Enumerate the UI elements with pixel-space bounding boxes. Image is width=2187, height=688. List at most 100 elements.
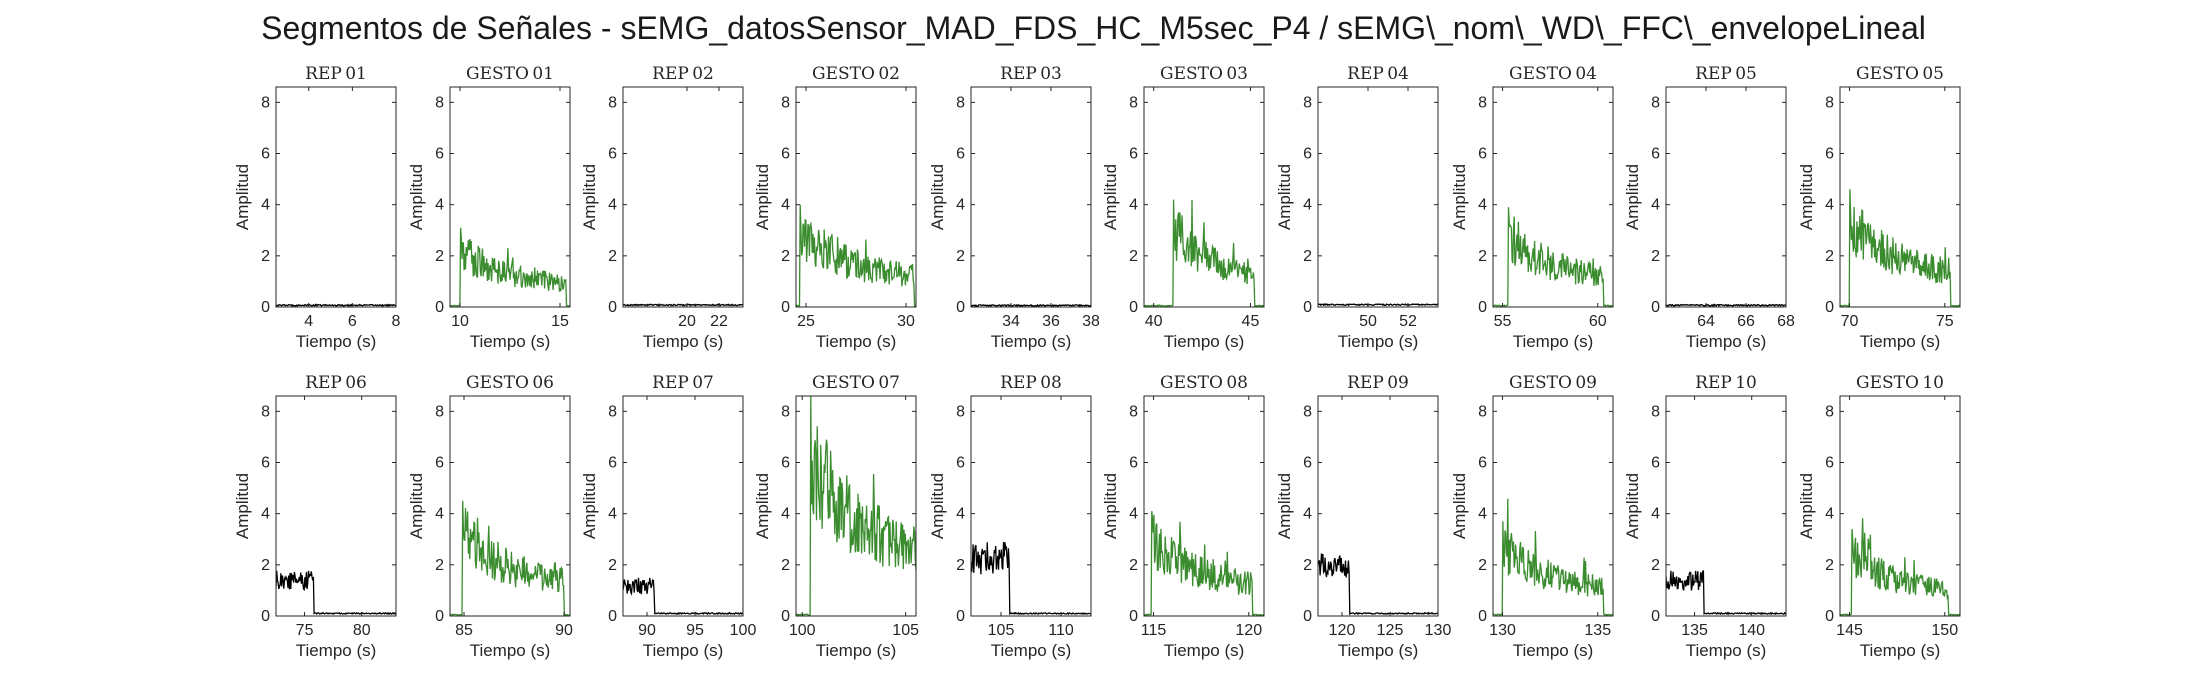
y-tick-label: 2 <box>608 248 617 265</box>
y-tick-label: 2 <box>435 248 444 265</box>
y-axis-label: Amplitud <box>753 164 772 230</box>
y-axis-label: Amplitud <box>1101 473 1120 539</box>
y-tick-label: 8 <box>1129 94 1138 111</box>
y-tick-label: 0 <box>435 608 444 625</box>
y-tick-label: 0 <box>1651 608 1660 625</box>
axes-box <box>1492 395 1614 617</box>
y-axis-label: Amplitud <box>928 164 947 230</box>
y-tick-label: 6 <box>608 455 617 472</box>
series-line <box>1666 570 1786 616</box>
y-tick-label: 0 <box>781 299 790 316</box>
y-axis-label: Amplitud <box>233 473 252 539</box>
subplot-title: REP 02 <box>652 64 714 84</box>
y-tick-label: 6 <box>1129 455 1138 472</box>
axes-box <box>622 395 744 617</box>
y-tick-label: 0 <box>1825 608 1834 625</box>
subplot-title: REP 01 <box>305 64 367 84</box>
y-tick-label: 6 <box>1303 146 1312 163</box>
y-tick-label: 2 <box>1303 557 1312 574</box>
x-tick-label: 45 <box>1242 313 1260 330</box>
subplot-rep-01: 0 2 4 6 8 4 6 8 REP 01 Tiempo (s) Amplitud <box>233 64 401 351</box>
axes-box <box>1317 86 1439 308</box>
y-tick-label: 4 <box>1478 197 1487 214</box>
y-tick-label: 2 <box>261 248 270 265</box>
series-line <box>1144 199 1264 307</box>
y-tick-label: 6 <box>956 455 965 472</box>
y-tick-label: 6 <box>1478 455 1487 472</box>
axes-box <box>1665 86 1787 308</box>
x-tick-label: 100 <box>730 622 757 639</box>
axes-box <box>795 86 917 308</box>
axes-box <box>1839 395 1961 617</box>
y-tick-label: 8 <box>1825 403 1834 420</box>
axes-box <box>795 395 917 617</box>
x-tick-label: 25 <box>797 313 815 330</box>
figure-title: Segmentos de Señales - sEMG_datosSensor_… <box>261 10 1926 46</box>
x-tick-label: 68 <box>1777 313 1795 330</box>
series-line <box>1318 303 1438 307</box>
x-tick-label: 110 <box>1048 622 1074 639</box>
y-tick-label: 0 <box>261 608 270 625</box>
axes-box <box>1839 86 1961 308</box>
y-tick-label: 4 <box>1651 197 1660 214</box>
y-tick-label: 2 <box>1129 248 1138 265</box>
series-line <box>450 227 570 307</box>
y-tick-label: 6 <box>956 146 965 163</box>
series-line <box>1144 511 1264 616</box>
x-tick-label: 120 <box>1329 622 1356 639</box>
x-tick-label: 120 <box>1235 622 1262 639</box>
y-tick-label: 0 <box>608 608 617 625</box>
y-axis-label: Amplitud <box>580 164 599 230</box>
y-tick-label: 6 <box>435 146 444 163</box>
x-axis-label: Tiempo (s) <box>1860 332 1941 351</box>
x-tick-label: 130 <box>1425 622 1452 639</box>
x-tick-label: 135 <box>1681 622 1708 639</box>
y-tick-label: 8 <box>1129 403 1138 420</box>
x-tick-label: 40 <box>1145 313 1163 330</box>
subplot-gesto-02: 0 2 4 6 8 25 30 GESTO 02 Tiempo (s) Amplitud <box>753 64 917 351</box>
x-axis-label: Tiempo (s) <box>470 332 551 351</box>
x-tick-label: 22 <box>710 313 728 330</box>
y-tick-label: 4 <box>261 506 270 523</box>
y-tick-label: 8 <box>1303 403 1312 420</box>
subplot-rep-07: 0 2 4 6 8 90 95 100 REP 07 Tiempo (s) Amplitud <box>580 373 756 660</box>
y-axis-label: Amplitud <box>1797 164 1816 230</box>
axes-box <box>1317 395 1439 617</box>
x-axis-label: Tiempo (s) <box>816 332 897 351</box>
subplot-title: REP 05 <box>1695 64 1757 84</box>
y-tick-label: 8 <box>1651 403 1660 420</box>
y-tick-label: 4 <box>956 197 965 214</box>
y-axis-label: Amplitud <box>1275 164 1294 230</box>
y-tick-label: 6 <box>781 455 790 472</box>
x-tick-label: 52 <box>1399 313 1417 330</box>
x-tick-label: 60 <box>1589 313 1607 330</box>
x-tick-label: 55 <box>1494 313 1512 330</box>
axes-box <box>970 395 1092 617</box>
series-line <box>276 570 396 616</box>
series-line <box>796 204 916 307</box>
axes-box <box>1143 86 1265 308</box>
y-tick-label: 8 <box>1825 94 1834 111</box>
y-tick-label: 4 <box>608 197 617 214</box>
x-tick-label: 70 <box>1841 313 1859 330</box>
x-tick-label: 6 <box>348 313 357 330</box>
y-tick-label: 2 <box>956 248 965 265</box>
x-tick-label: 20 <box>678 313 696 330</box>
y-tick-label: 0 <box>956 299 965 316</box>
subplot-gesto-01: 0 2 4 6 8 10 15 GESTO 01 Tiempo (s) Amplitud <box>407 64 571 351</box>
x-axis-label: Tiempo (s) <box>296 641 377 660</box>
y-tick-label: 6 <box>1825 455 1834 472</box>
axes-box <box>622 86 744 308</box>
subplot-gesto-03: 0 2 4 6 8 40 45 GESTO 03 Tiempo (s) Amplitud <box>1101 64 1265 351</box>
axes-box <box>449 395 571 617</box>
y-tick-label: 6 <box>1129 146 1138 163</box>
y-tick-label: 2 <box>1478 557 1487 574</box>
y-tick-label: 4 <box>1129 197 1138 214</box>
subplot-rep-06: 0 2 4 6 8 75 80 REP 06 Tiempo (s) Amplitud <box>233 373 397 660</box>
series-line <box>1318 553 1438 616</box>
y-tick-label: 6 <box>261 146 270 163</box>
subplot-title: REP 07 <box>652 373 714 393</box>
series-line <box>1840 518 1960 616</box>
y-tick-label: 0 <box>781 608 790 625</box>
